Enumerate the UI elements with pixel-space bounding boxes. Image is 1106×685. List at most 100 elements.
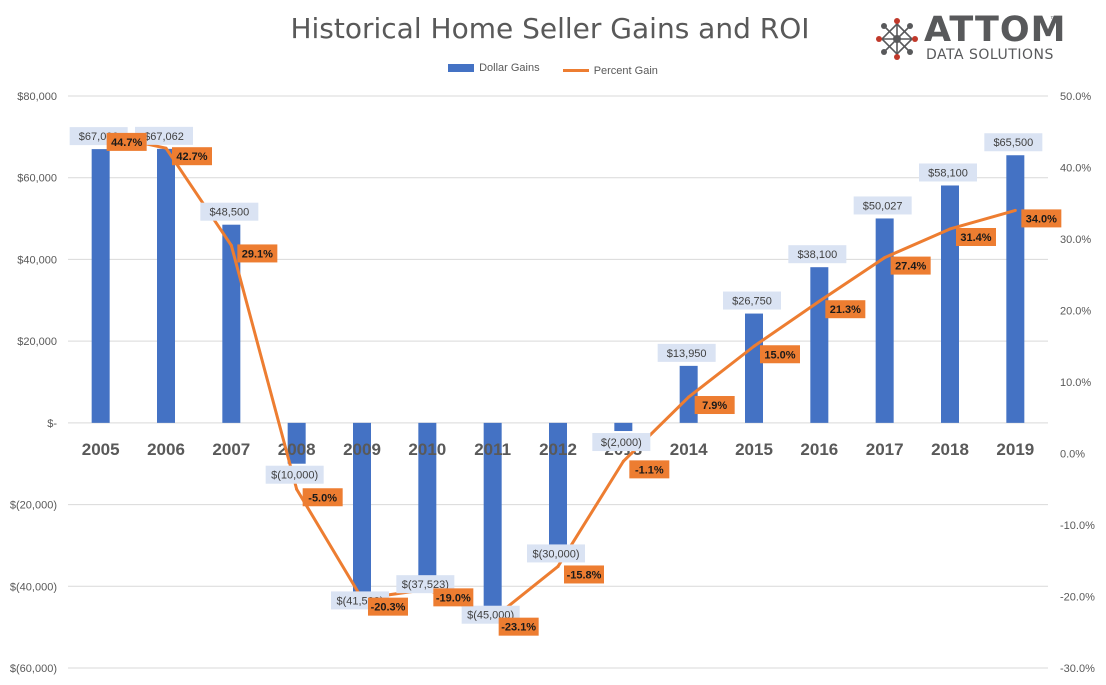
y-left-tick-label: $(60,000) (10, 663, 57, 675)
bar-data-label: $(30,000) (532, 548, 579, 560)
line-data-label: 27.4% (895, 261, 926, 273)
x-tick-label: 2007 (212, 440, 250, 459)
line-label-box (1021, 209, 1062, 228)
line-data-label: -5.0% (308, 492, 337, 504)
bar (287, 422, 306, 464)
y-right-tick-label: -30.0% (1060, 663, 1095, 675)
line-data-label: 29.1% (242, 248, 273, 260)
bar (1006, 155, 1025, 423)
bar (91, 149, 110, 423)
bar (941, 185, 959, 423)
y-right-tick-label: 0.0% (1060, 449, 1085, 461)
legend-swatch-bar (448, 64, 475, 72)
bar-data-label: $26,750 (732, 296, 772, 308)
line-point (687, 395, 691, 399)
line-label-box (694, 396, 735, 415)
line-label-box (172, 147, 212, 166)
bar (222, 224, 241, 423)
line-data-label: 44.7% (111, 137, 142, 149)
x-tick-label: 2009 (343, 440, 381, 459)
line-point (164, 146, 168, 150)
bar-label-box (527, 544, 585, 563)
logo-wordmark: ATTOM (924, 10, 1067, 50)
y-left-tick-label: $(20,000) (10, 500, 57, 512)
x-tick-label: 2016 (800, 440, 838, 459)
line-point (621, 459, 625, 463)
y-right-tick-label: 30.0% (1060, 234, 1091, 246)
bar-label-box (135, 126, 193, 145)
bar-data-label: $58,100 (928, 167, 968, 179)
bar-data-label: $38,100 (797, 249, 837, 261)
bar-label-box (984, 133, 1043, 152)
line-label-box (956, 227, 996, 246)
line-data-label: 15.0% (764, 349, 795, 361)
line-label-box (302, 488, 343, 507)
bar-data-label: $67,062 (144, 131, 184, 143)
y-left-tick-label: $20,000 (17, 336, 57, 348)
x-tick-label: 2005 (82, 440, 120, 459)
bar (418, 422, 437, 577)
y-left-tick-label: $40,000 (17, 254, 57, 266)
bar-data-label: $48,500 (209, 207, 249, 219)
y-right-tick-label: -20.0% (1060, 592, 1095, 604)
line-label-box (237, 244, 278, 263)
bar-data-label: $50,027 (863, 200, 903, 212)
line-data-label: -15.8% (567, 569, 602, 581)
bar-label-box (200, 202, 259, 221)
bar-data-label: $(10,000) (271, 470, 318, 482)
logo-trademark: ™ (1050, 16, 1057, 23)
legend-label-percent-gain: Percent Gain (593, 64, 658, 77)
legend: Dollar Gains Percent Gain (0, 62, 1106, 77)
bar (810, 267, 829, 423)
legend-item-percent-gain: Percent Gain (562, 64, 658, 77)
line-data-label: -1.1% (635, 464, 664, 476)
line-point (883, 256, 887, 260)
x-tick-label: 2006 (147, 440, 185, 459)
y-right-tick-label: 20.0% (1060, 306, 1091, 318)
legend-item-dollar-gains: Dollar Gains (448, 62, 540, 74)
x-tick-label: 2014 (670, 440, 708, 459)
line-label-box (825, 300, 866, 319)
y-right-tick-label: 50.0% (1060, 91, 1091, 103)
y-right-tick-label: 10.0% (1060, 377, 1091, 389)
line-data-label: 7.9% (702, 400, 727, 412)
bar-data-label: $(37,523) (402, 579, 449, 591)
line-label-box (106, 132, 147, 151)
y-left-tick-label: $(40,000) (10, 581, 57, 593)
chart-title: Historical Home Seller Gains and ROI (290, 12, 810, 45)
line-point (295, 487, 299, 491)
bar (483, 422, 502, 607)
bar-data-label: $(2,000) (601, 437, 642, 449)
bar (353, 422, 371, 593)
attom-logo: ATTOM ™ DATA SOLUTIONS (872, 10, 1072, 66)
line-point (752, 344, 756, 348)
y-left-tick-label: $60,000 (17, 173, 57, 185)
line-data-label: -20.3% (371, 602, 406, 614)
line-point (948, 227, 952, 231)
bar (549, 422, 567, 546)
line-label-box (564, 565, 604, 584)
line-data-label: 21.3% (830, 304, 861, 316)
line-label-box (368, 597, 408, 616)
line-label-box (498, 617, 539, 636)
line-label-box (433, 588, 474, 607)
x-tick-label: 2018 (931, 440, 969, 459)
line-point (229, 243, 233, 247)
bar (679, 365, 698, 423)
bar (875, 218, 894, 423)
bar (614, 422, 633, 432)
x-tick-label: 2012 (539, 440, 577, 459)
bar-data-label: $65,500 (993, 137, 1033, 149)
bar-label-box (919, 163, 977, 182)
y-right-tick-label: 40.0% (1060, 163, 1091, 175)
legend-swatch-line (562, 69, 589, 72)
bar-label-box (853, 196, 912, 215)
y-left-tick-label: $80,000 (17, 91, 57, 103)
line-label-box (629, 460, 670, 479)
bar-label-box (657, 343, 716, 362)
bar (157, 148, 175, 423)
bar-label-box (788, 245, 847, 264)
line-point (1013, 208, 1017, 212)
x-tick-label: 2011 (474, 440, 511, 459)
